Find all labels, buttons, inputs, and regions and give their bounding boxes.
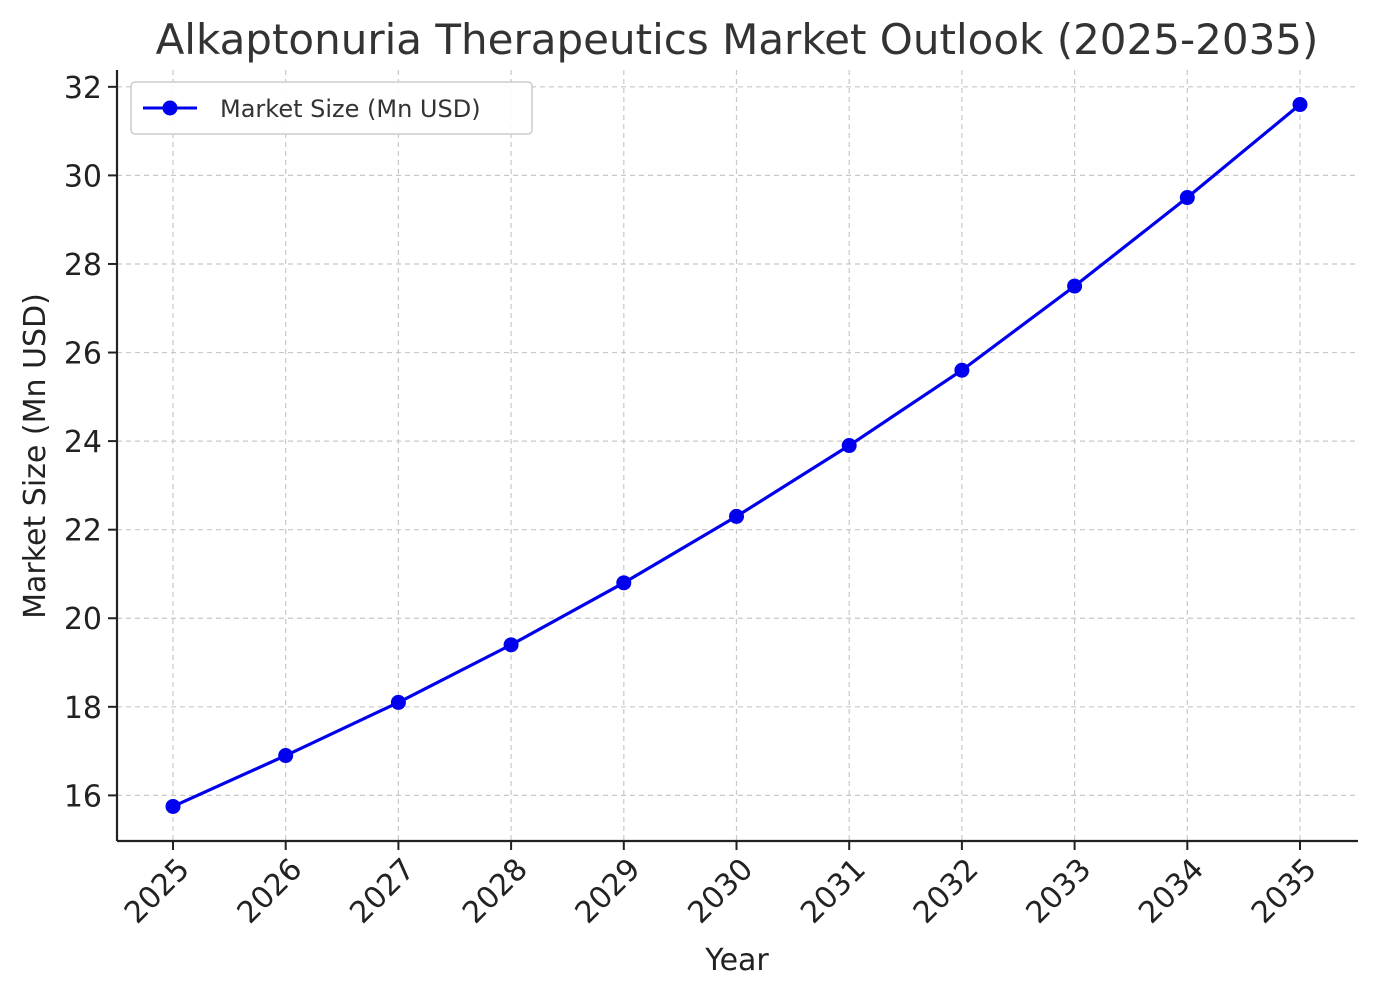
y-tick-label: 16: [64, 779, 102, 814]
data-point: [1292, 97, 1308, 113]
x-tick-label: 2034: [1132, 852, 1211, 931]
y-axis-label: Market Size (Mn USD): [18, 293, 53, 619]
x-tick-label: 2028: [456, 852, 535, 931]
x-axis-label: Year: [704, 943, 769, 978]
x-tick-label: 2030: [681, 852, 760, 931]
x-tick-label: 2029: [569, 852, 648, 931]
data-point: [954, 362, 970, 378]
legend-marker-swatch: [162, 100, 178, 116]
x-tick-label: 2027: [343, 852, 422, 931]
data-point: [729, 508, 744, 524]
y-tick-label: 22: [64, 514, 102, 549]
y-tick-label: 26: [64, 337, 102, 372]
axes: [115, 70, 1358, 843]
data-point: [165, 798, 181, 814]
data-point: [278, 748, 294, 764]
x-axis-ticks: 2025 2026 2027 2028 2029 2030 2031 2032 2033 2034…: [118, 841, 1324, 931]
grid: [117, 70, 1358, 841]
data-point: [1179, 190, 1195, 206]
x-tick-label: 2032: [907, 852, 986, 931]
data-point: [616, 575, 632, 591]
y-tick-label: 28: [64, 248, 102, 283]
y-tick-label: 18: [64, 691, 102, 726]
x-tick-label: 2026: [231, 852, 310, 931]
chart-title: Alkaptonuria Therapeutics Market Outlook…: [156, 15, 1319, 64]
x-tick-label: 2035: [1245, 852, 1324, 931]
legend: Market Size (Mn USD): [130, 81, 533, 135]
x-tick-label: 2031: [794, 852, 873, 931]
y-tick-label: 30: [64, 159, 102, 194]
legend-label: Market Size (Mn USD): [220, 95, 481, 123]
legend-box: [130, 81, 533, 135]
y-tick-label: 24: [64, 425, 102, 460]
data-point: [390, 694, 406, 710]
data-point: [503, 637, 519, 653]
data-point: [841, 438, 857, 454]
data-point: [1067, 278, 1083, 294]
x-tick-label: 2025: [118, 852, 197, 931]
y-tick-label: 20: [64, 602, 102, 637]
y-axis-ticks: 16 18 20 22 24 26 28 30 32: [64, 71, 117, 814]
y-tick-label: 32: [64, 71, 102, 106]
x-tick-label: 2033: [1020, 852, 1099, 931]
series: [165, 97, 1308, 814]
